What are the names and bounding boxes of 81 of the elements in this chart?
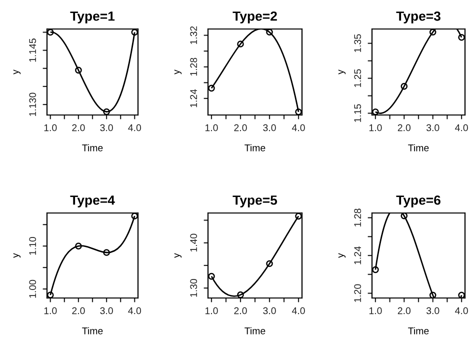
y-tick-label: 1.24	[190, 89, 197, 108]
y-tick-label: 1.00	[29, 280, 36, 298]
point	[266, 29, 273, 36]
x-tick-label: 3.0	[426, 307, 440, 314]
y-tick-label: 1.20	[354, 284, 362, 302]
x-axis-title: Time	[82, 327, 103, 334]
y-tick-label: 1.35	[354, 34, 362, 52]
x-tick-label: 4.0	[128, 124, 142, 132]
point	[295, 108, 302, 115]
x-tick-label: 2.0	[398, 307, 411, 314]
x-tick-label: 2.0	[234, 124, 247, 132]
y-tick-label: 1.10	[29, 236, 36, 255]
point	[75, 242, 82, 250]
y-tick-label: 1.30	[190, 278, 198, 297]
point	[372, 266, 379, 274]
x-tick-label: 1.0	[44, 307, 57, 314]
point	[429, 292, 436, 298]
x-tick-label: 3.0	[100, 124, 113, 132]
point	[47, 29, 54, 36]
point	[237, 40, 244, 48]
point	[75, 66, 82, 74]
y-tick-label: 1.28	[190, 58, 198, 76]
point	[400, 82, 408, 90]
x-tick-label: 2.0	[398, 124, 411, 132]
point	[429, 29, 436, 36]
point	[103, 108, 110, 115]
x-tick-label: 4.0	[292, 307, 305, 314]
y-axis-title: y	[174, 253, 182, 258]
x-tick-label: 4.0	[128, 307, 142, 314]
x-tick-label: 2.0	[234, 307, 247, 314]
x-axis-title: Time	[408, 327, 429, 334]
y-tick-label: 1.145	[29, 38, 36, 62]
y-axis-title: y	[174, 70, 182, 74]
x-tick-label: 4.0	[455, 307, 468, 314]
x-tick-label: 1.0	[369, 124, 382, 132]
x-tick-label: 1.0	[44, 124, 57, 132]
point	[400, 213, 408, 220]
x-tick-label: 3.0	[426, 124, 440, 132]
x-tick-label: 4.0	[292, 124, 305, 132]
x-tick-label: 4.0	[455, 124, 468, 132]
chart-title: Type=1	[70, 12, 115, 24]
x-tick-label: 2.0	[72, 307, 85, 314]
y-axis-title: y	[13, 253, 21, 258]
chart-title: Type=2	[232, 11, 277, 24]
point	[266, 260, 273, 268]
y-tick-label: 1.24	[354, 246, 361, 264]
point	[372, 108, 379, 115]
chart-title: Type=3	[396, 11, 440, 24]
x-axis-title: Time	[244, 327, 266, 334]
point	[208, 84, 215, 92]
y-tick-label: 1.15	[354, 104, 362, 122]
x-axis-title: Time	[244, 144, 266, 152]
x-tick-label: 1.0	[205, 124, 218, 132]
chart-title: Type=4	[70, 196, 115, 208]
point	[295, 213, 302, 220]
y-axis-title: y	[338, 253, 346, 258]
chart-title: Type=5	[232, 196, 278, 208]
y-tick-label: 1.40	[190, 234, 198, 252]
y-axis-title: y	[13, 70, 21, 74]
x-tick-label: 1.0	[205, 307, 218, 314]
y-axis-title: y	[338, 70, 346, 74]
y-tick-label: 1.130	[29, 92, 36, 116]
point	[131, 213, 138, 220]
point	[208, 272, 215, 280]
point	[458, 292, 465, 298]
x-axis-title: Time	[82, 144, 103, 152]
point	[47, 292, 54, 298]
y-tick-label: 1.32	[190, 26, 198, 44]
x-tick-label: 2.0	[72, 124, 85, 132]
x-tick-label: 3.0	[263, 307, 276, 314]
x-tick-label: 3.0	[263, 124, 276, 132]
y-tick-label: 1.25	[354, 69, 362, 88]
point	[237, 291, 244, 298]
x-tick-label: 3.0	[100, 307, 113, 314]
y-tick-label: 1.28	[354, 208, 362, 226]
point	[131, 29, 138, 36]
x-axis-title: Time	[408, 144, 429, 152]
chart-title: Type=6	[396, 195, 440, 208]
x-tick-label: 1.0	[369, 307, 382, 314]
point	[103, 249, 110, 256]
point	[458, 34, 465, 41]
